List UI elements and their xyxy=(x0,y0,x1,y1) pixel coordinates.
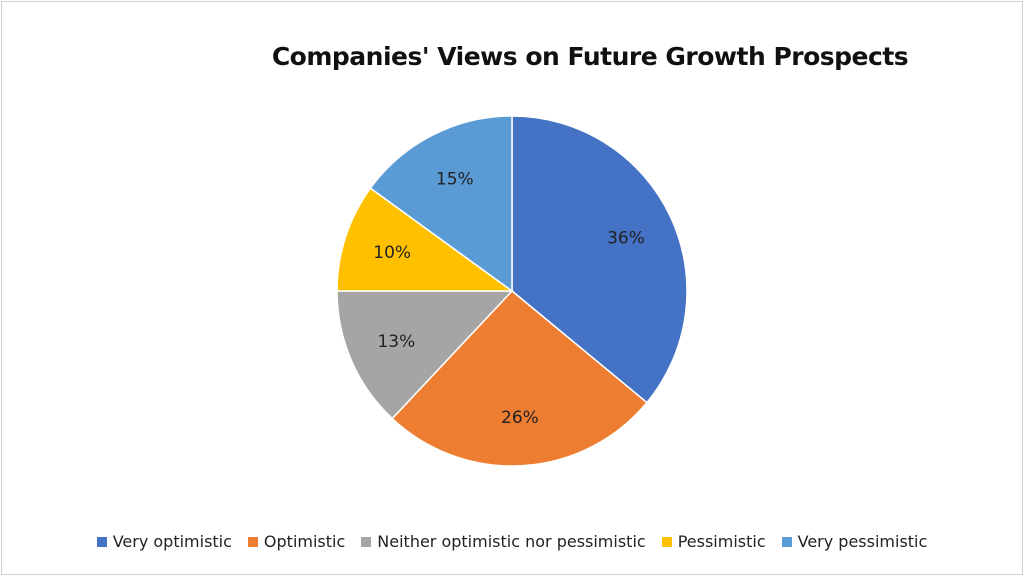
chart-title: Companies' Views on Future Growth Prospe… xyxy=(271,42,909,71)
legend-item: Optimistic xyxy=(247,532,346,551)
legend-item: Pessimistic xyxy=(661,532,766,551)
pie-slice-3 xyxy=(336,290,514,420)
legend-swatch xyxy=(361,536,372,547)
legend: Very optimistic Optimistic Neither optimis… xyxy=(0,532,1024,551)
legend-item: Neither optimistic nor pessimistic xyxy=(361,532,646,551)
legend-item: Very pessimistic xyxy=(781,532,928,551)
data-label: 26% xyxy=(501,408,539,428)
legend-label: Optimistic xyxy=(263,532,346,551)
data-label: 10% xyxy=(373,243,411,263)
data-label: 36% xyxy=(607,228,645,248)
legend-swatch xyxy=(96,536,107,547)
pie-slice-1 xyxy=(511,115,688,404)
legend-item: Very optimistic xyxy=(96,532,232,551)
data-label: 13% xyxy=(377,332,415,352)
legend-label: Pessimistic xyxy=(677,532,766,551)
legend-label: Very pessimistic xyxy=(797,532,928,551)
pie-slice-2 xyxy=(391,289,648,467)
pie-slice-5 xyxy=(369,115,513,293)
pie-slice-4 xyxy=(336,187,515,292)
data-label: 15% xyxy=(436,170,474,190)
legend-swatch xyxy=(247,536,258,547)
legend-swatch xyxy=(661,536,672,547)
legend-label: Neither optimistic nor pessimistic xyxy=(377,532,646,551)
legend-swatch xyxy=(781,536,792,547)
legend-label: Very optimistic xyxy=(112,532,232,551)
